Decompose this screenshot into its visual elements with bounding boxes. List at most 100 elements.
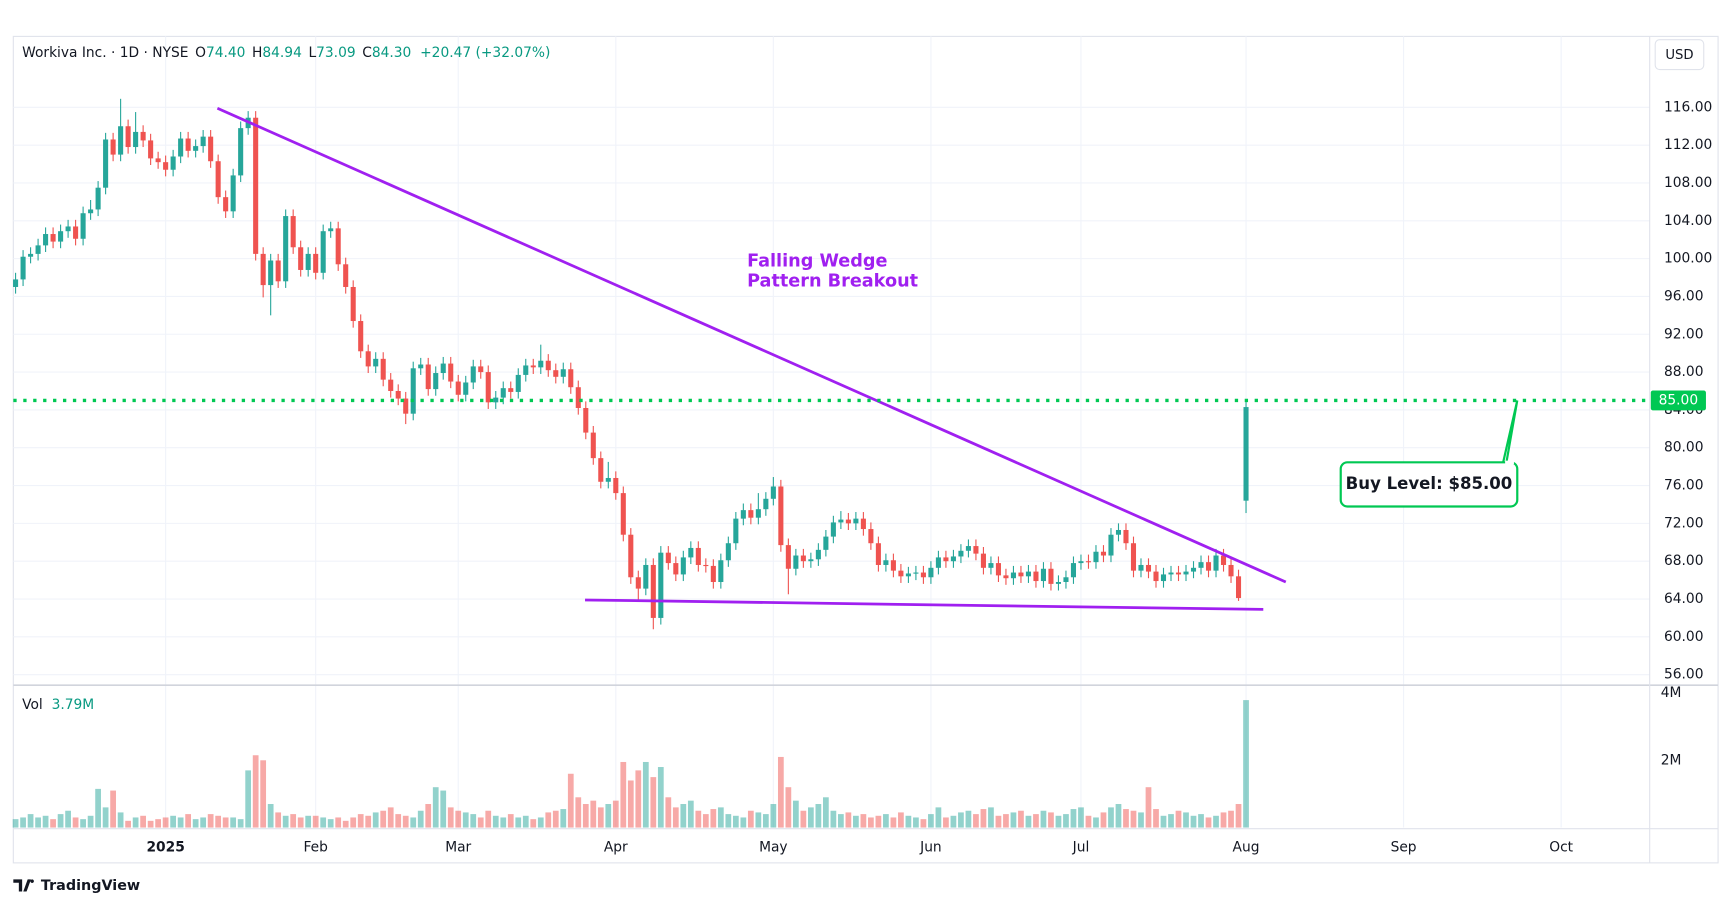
candle-body (20, 256, 26, 280)
candle-body (665, 552, 671, 564)
volume-bar (1033, 814, 1039, 828)
volume-bar (920, 819, 927, 828)
volume-bar (657, 767, 664, 828)
volume-bar (1078, 807, 1084, 828)
marks (12, 98, 1249, 828)
candle-body (913, 572, 919, 574)
candle-body (583, 408, 589, 433)
brand-logo (13, 879, 34, 892)
candle-body (613, 477, 619, 494)
currency[interactable]: USD (1665, 48, 1693, 63)
candle-body (1085, 561, 1092, 563)
candle-body (995, 563, 1001, 576)
candle-body (1220, 555, 1227, 565)
y-tick-label: 108.00 (1664, 175, 1712, 191)
candle-body (605, 477, 611, 482)
volume-bar (635, 770, 642, 828)
symbol: Workiva Inc. · 1D · NYSE (22, 45, 188, 61)
volume-value: 3.79M (52, 697, 95, 713)
volume-bar (1175, 810, 1182, 828)
candle-body (515, 374, 521, 392)
volume-bar (1010, 812, 1017, 828)
volume-bar (988, 807, 994, 828)
candle-body (673, 563, 679, 575)
candle-body (898, 570, 904, 577)
candle-body (275, 260, 281, 282)
volume-bar (1145, 787, 1152, 828)
candle-body (1010, 572, 1016, 579)
candle-body (958, 550, 964, 557)
candle-body (35, 245, 41, 254)
candle-body (853, 518, 859, 524)
volume-bar (402, 815, 409, 828)
volume-bar (710, 809, 717, 828)
volume-bar (597, 807, 604, 828)
candle-body (560, 369, 566, 377)
y-tick-label: 56.00 (1664, 667, 1703, 683)
candle-body (13, 279, 19, 287)
volume-bar (462, 812, 469, 828)
candle-body (373, 358, 379, 367)
candle-body (965, 546, 971, 551)
volume-bar (507, 814, 514, 828)
volume-bar (335, 817, 342, 828)
candle-body (350, 286, 356, 322)
volume-bar (1040, 810, 1047, 828)
candle-body (28, 253, 34, 257)
candle-body (493, 397, 499, 403)
candle-body (448, 363, 454, 382)
volume-bar (522, 815, 529, 828)
candle-body (1198, 562, 1204, 568)
volume-bar (1003, 814, 1009, 828)
candle-body (553, 370, 559, 377)
volume-bar (72, 817, 79, 828)
candle-body (575, 387, 581, 409)
volume-bar (1153, 809, 1159, 828)
candle-body (155, 158, 161, 163)
volume-bar (845, 812, 852, 828)
volume-bar (620, 761, 627, 828)
candle-body (523, 365, 529, 375)
candle-body (770, 486, 776, 499)
volume-bar (365, 815, 372, 828)
y-tick-label: 100.00 (1664, 251, 1712, 267)
volume-bar (590, 800, 597, 828)
candle-body (50, 234, 56, 242)
volume-bar (432, 787, 439, 828)
volume-bar (1048, 812, 1054, 828)
volume-bar (485, 810, 492, 828)
candle-body (1190, 567, 1197, 572)
trendline (585, 598, 1264, 611)
overlays: 56.0060.0064.0068.0072.0076.0080.0084.00… (13, 99, 1712, 855)
volume-bar (222, 817, 229, 828)
volume-bar (1190, 815, 1197, 828)
volume-bar (1168, 814, 1174, 828)
candle-body (1168, 572, 1174, 575)
candle-body (1003, 575, 1009, 579)
change: +20.47 (+32.07%) (420, 45, 550, 61)
volume-bar (868, 817, 874, 828)
volume-bar (792, 800, 799, 828)
volume-bar (327, 819, 334, 828)
candle-body (403, 398, 409, 414)
price-badge (1650, 390, 1706, 411)
candle-body (478, 366, 484, 373)
candle-body (328, 228, 334, 232)
volume-bar (290, 814, 297, 828)
volume-bar (807, 807, 814, 828)
volume-bar (1160, 815, 1167, 828)
ohlc-label: O (195, 45, 206, 61)
volume-bar (680, 804, 687, 828)
candle-body (365, 351, 371, 367)
y-tick-label: 76.00 (1664, 478, 1703, 494)
volume-bar (215, 815, 222, 828)
volume-bar (800, 810, 807, 828)
candle-body (208, 136, 214, 162)
volume-bar (342, 820, 349, 828)
currency-button[interactable] (1654, 39, 1705, 71)
volume-bar (387, 807, 394, 828)
x-tick-label: Sep (1391, 839, 1417, 855)
x-tick-label: Jul (1072, 839, 1090, 855)
volume-bar (455, 810, 462, 828)
